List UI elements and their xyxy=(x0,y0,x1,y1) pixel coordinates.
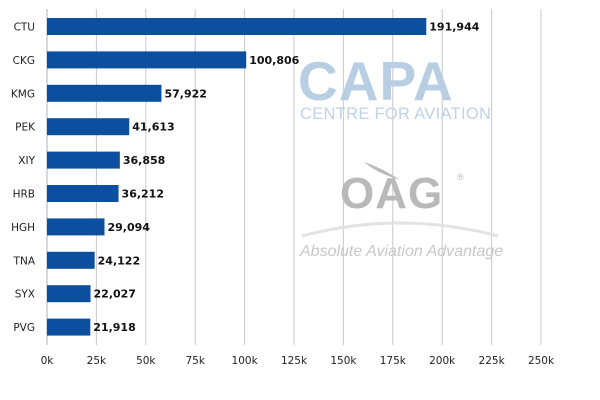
x-tick-label: 100k xyxy=(232,355,259,367)
oag-tagline: Absolute Aviation Advantage xyxy=(300,243,504,260)
bar-kmg xyxy=(47,84,162,102)
value-labels: 191,944 100,806 57,922 41,613 36,858 36,212 29… xyxy=(93,21,479,335)
category-label: CKG xyxy=(13,55,35,67)
bar-xiy xyxy=(47,151,120,169)
bar-pvg xyxy=(47,318,91,336)
value-label: 41,613 xyxy=(132,121,174,134)
category-label: HGH xyxy=(11,222,35,234)
category-label: TNA xyxy=(13,255,36,267)
category-label: PVG xyxy=(13,322,35,334)
x-tick-label: 225k xyxy=(479,355,506,367)
bar-hrb xyxy=(47,185,119,202)
value-label: 36,212 xyxy=(122,188,164,201)
x-tick-label: 50k xyxy=(136,355,156,367)
value-label: 57,922 xyxy=(164,87,206,100)
value-label: 21,918 xyxy=(93,321,135,334)
bar-syx xyxy=(47,285,91,303)
value-label: 191,944 xyxy=(429,21,479,34)
value-label: 36,858 xyxy=(123,154,165,167)
oag-arc-icon xyxy=(301,221,499,238)
category-label: XIY xyxy=(18,155,35,167)
x-tick-label: 25k xyxy=(87,355,107,367)
capa-logo: CAPA xyxy=(298,50,454,112)
bar-ctu xyxy=(47,18,427,35)
value-label: 24,122 xyxy=(98,254,140,267)
x-tick-label: 250k xyxy=(528,355,555,367)
oag-logo: OAG xyxy=(340,169,444,218)
x-axis-tick-labels: 0k 25k 50k 75k 100k 125k 150k 175k 200k 225k 250k xyxy=(41,355,555,367)
oag-swoosh-icon xyxy=(364,162,400,180)
capa-subtitle: CENTRE FOR AVIATION xyxy=(300,105,492,123)
category-label: CTU xyxy=(14,22,35,34)
x-tick-label: 125k xyxy=(281,355,308,367)
x-tick-label: 75k xyxy=(185,355,205,367)
x-tick-label: 175k xyxy=(380,355,407,367)
x-tick-label: 150k xyxy=(330,355,357,367)
value-label: 22,027 xyxy=(94,288,136,301)
bar-pek xyxy=(47,118,130,136)
category-label: PEK xyxy=(15,122,36,134)
x-tick-label: 200k xyxy=(429,355,456,367)
value-label: 100,806 xyxy=(249,54,299,67)
category-label: HRB xyxy=(13,189,35,201)
category-labels: CTU CKG KMG PEK XIY HRB HGH TNA SYX PVG xyxy=(11,22,36,335)
bar-ckg xyxy=(47,51,247,69)
category-label: KMG xyxy=(11,88,35,100)
bar-tna xyxy=(47,251,95,269)
x-tick-label: 0k xyxy=(41,355,55,367)
bar-hgh xyxy=(47,218,105,236)
value-label: 29,094 xyxy=(107,221,150,234)
oag-registered-mark: ® xyxy=(457,172,464,182)
bars xyxy=(47,18,427,336)
category-label: SYX xyxy=(15,289,35,301)
